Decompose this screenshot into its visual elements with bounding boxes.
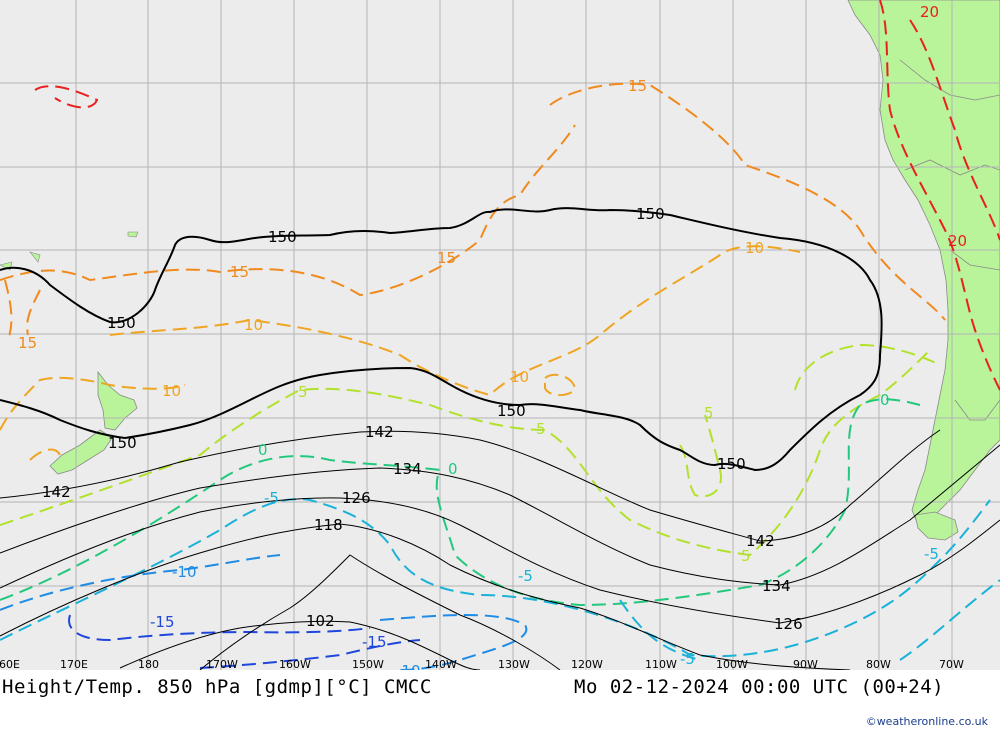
map-footer: [0, 670, 1000, 733]
height-label: 142: [42, 483, 71, 501]
isotherm-minus10-south: [379, 614, 528, 670]
temp-label: 10: [745, 239, 764, 257]
isotherm-20-west: [34, 85, 99, 109]
temp-label: 15: [230, 263, 249, 281]
weather-map: 150 150 150 150 150 142 142 142 134 134 …: [0, 0, 1000, 670]
longitude-label: 100W: [716, 658, 748, 670]
height-label: 134: [393, 460, 422, 478]
longitude-label: 180: [138, 658, 159, 670]
temp-label: 20: [948, 232, 967, 250]
longitude-axis: 160E 170E 180 170W 160W 150W 140W 130W 1…: [0, 658, 964, 670]
isotherm-10-blob: [544, 373, 577, 396]
height-label: 126: [342, 489, 371, 507]
height-contour-102: [119, 620, 481, 670]
temp-label: 0: [880, 391, 890, 409]
land-south-america: [847, 0, 1000, 526]
longitude-label: 150W: [352, 658, 384, 670]
isotherm-0-main: [0, 398, 921, 607]
height-contour-118: [0, 523, 851, 670]
longitude-label: 80W: [866, 658, 891, 670]
temp-label: 10: [162, 382, 181, 400]
isotherm-15-west: [4, 279, 13, 341]
temp-label: 5: [298, 383, 308, 401]
longitude-label: 160E: [0, 658, 20, 670]
temp-label: -15: [362, 633, 387, 651]
longitude-label: 90W: [793, 658, 818, 670]
isotherm-5-main: [0, 349, 931, 557]
height-contour-102-low: [199, 554, 561, 670]
height-label: 142: [746, 532, 775, 550]
isotherm-10-nz: [29, 448, 61, 461]
temp-label: 10: [244, 316, 263, 334]
longitude-label: 160W: [279, 658, 311, 670]
height-contour-126: [0, 497, 1000, 624]
isotherm-minus15-a: [68, 614, 371, 642]
height-label: 150: [107, 314, 136, 332]
temp-label: 10: [510, 368, 529, 386]
temp-label: -5: [680, 650, 695, 668]
isotherm-20-andes: [879, 0, 1000, 391]
isotherm-15-north: [549, 82, 946, 321]
temp-label: 15: [18, 334, 37, 352]
temp-label: -5: [264, 489, 279, 507]
height-contour-150: [0, 207, 883, 472]
credit-link[interactable]: ©weatheronline.co.uk: [865, 715, 988, 728]
isotherm-minus5-se: [899, 579, 1000, 661]
height-label: 126: [774, 615, 803, 633]
isotherm-10-main: [109, 245, 801, 397]
height-label: 102: [306, 612, 335, 630]
temp-label: -5: [518, 567, 533, 585]
country-borders: [899, 59, 1000, 421]
land-new-zealand-south: [49, 429, 113, 475]
longitude-label: 130W: [498, 658, 530, 670]
isotherm-20-andes-2: [909, 19, 1000, 241]
height-label: 134: [762, 577, 791, 595]
temp-label: 5: [741, 547, 751, 565]
ocean-background: [0, 0, 1000, 670]
longitude-label: 170E: [60, 658, 88, 670]
longitude-label: 140W: [425, 658, 457, 670]
longitude-label: 70W: [939, 658, 964, 670]
longitude-label: 170W: [206, 658, 238, 670]
isotherm-15-mid: [0, 124, 576, 297]
temp-label: -10: [396, 662, 421, 670]
height-contour-142: [0, 429, 941, 542]
height-label: 142: [365, 423, 394, 441]
height-label: 118: [314, 516, 343, 534]
temp-label: 15: [437, 249, 456, 267]
map-timestamp: Mo 02-12-2024 00:00 UTC (00+24): [574, 676, 945, 698]
land-small-islands: [0, 231, 139, 271]
height-contour-134: [0, 444, 1000, 586]
longitude-label: 120W: [571, 658, 603, 670]
isotherm-minus10: [0, 554, 281, 611]
temp-label: 5: [704, 404, 714, 422]
height-label: 150: [268, 228, 297, 246]
height-label: 150: [717, 455, 746, 473]
height-label: 150: [497, 402, 526, 420]
temp-label: -15: [150, 613, 175, 631]
isotherm-minus5-east: [619, 599, 701, 661]
temp-label: 0: [448, 460, 458, 478]
isotherm-5-loop: [679, 414, 722, 498]
longitude-label: 110W: [645, 658, 677, 670]
temp-label: -10: [172, 563, 197, 581]
height-label: 150: [636, 205, 665, 223]
map-title: Height/Temp. 850 hPa [gdmp][°C] CMCC: [2, 676, 432, 698]
graticule: [0, 0, 1000, 670]
height-label: 150: [108, 434, 137, 452]
isotherm-10-west: [0, 376, 186, 431]
temp-label: -5: [924, 545, 939, 563]
isotherm-15-west-2: [26, 289, 41, 336]
temp-label: 20: [920, 3, 939, 21]
temp-label: 0: [258, 441, 268, 459]
temp-label: 15: [628, 77, 647, 95]
isotherm-minus15-b: [199, 639, 421, 669]
temp-label: 5: [536, 420, 546, 438]
